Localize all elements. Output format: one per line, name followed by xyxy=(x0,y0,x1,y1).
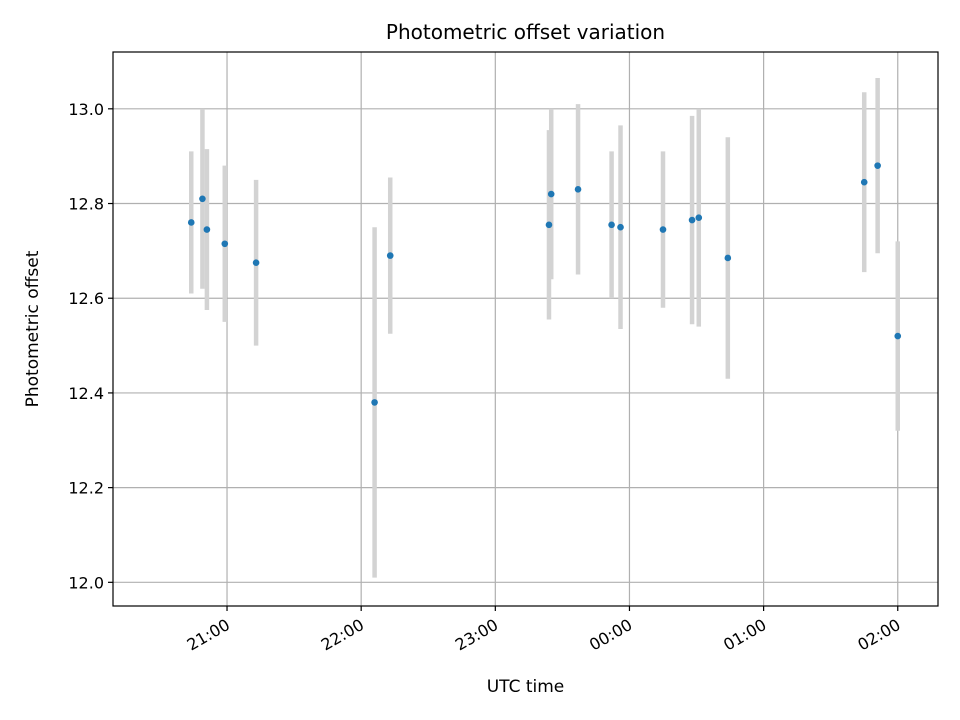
y-tick-label: 13.0 xyxy=(68,100,104,119)
x-tick-label: 02:00 xyxy=(854,615,903,655)
data-point xyxy=(545,221,553,229)
data-point xyxy=(574,186,582,193)
x-tick-label: 23:00 xyxy=(452,615,501,655)
plot-frame xyxy=(112,51,939,607)
data-point xyxy=(894,332,902,340)
data-point xyxy=(187,219,195,226)
data-point xyxy=(688,216,696,224)
chart-title: Photometric offset variation xyxy=(386,20,665,44)
y-tick-label: 12.2 xyxy=(68,479,104,498)
data-point xyxy=(695,214,703,222)
data-point xyxy=(547,190,555,198)
grid-lines xyxy=(113,52,938,606)
data-point xyxy=(874,162,881,169)
data-point xyxy=(386,252,394,259)
data-point xyxy=(860,178,868,186)
error-bars xyxy=(189,78,901,578)
data-point xyxy=(252,259,260,267)
y-tick-label: 12.6 xyxy=(68,289,104,308)
data-point xyxy=(659,226,667,233)
axis-ticks: 21:00 22:00 23:00 00:00 01:00 02:00 12.0 12.2 12… xyxy=(68,100,903,655)
data-point xyxy=(617,223,624,231)
y-tick-label: 12.8 xyxy=(68,195,104,214)
data-point xyxy=(724,254,732,262)
x-axis-label: UTC time xyxy=(487,677,565,697)
x-tick-label: 01:00 xyxy=(720,615,769,655)
y-tick-label: 12.4 xyxy=(68,384,104,403)
data-point xyxy=(199,195,206,203)
y-axis-label: Photometric offset xyxy=(23,250,43,407)
data-point xyxy=(221,240,229,248)
data-points xyxy=(187,162,902,406)
y-tick-label: 12.0 xyxy=(68,573,104,592)
x-tick-label: 22:00 xyxy=(318,615,367,655)
data-point xyxy=(608,221,615,229)
x-tick-label: 00:00 xyxy=(586,615,635,655)
data-point xyxy=(371,399,378,406)
data-point xyxy=(203,226,211,233)
x-tick-label: 21:00 xyxy=(184,615,233,655)
